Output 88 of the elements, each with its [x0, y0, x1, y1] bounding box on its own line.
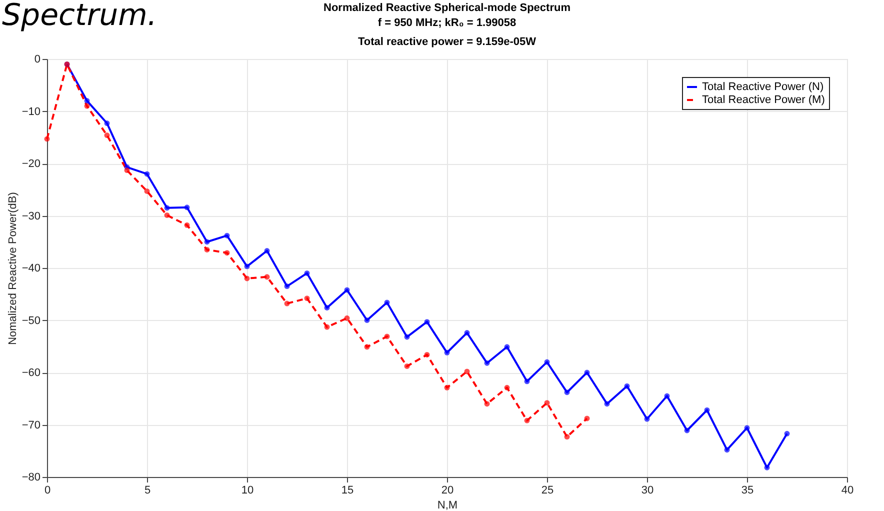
y-tick-label: −50 — [22, 314, 40, 327]
point — [84, 103, 90, 109]
y-tick-label: −70 — [22, 419, 40, 432]
point — [104, 120, 110, 126]
point — [484, 360, 490, 366]
point — [244, 276, 250, 282]
point — [284, 284, 290, 290]
x-tick-label: 15 — [341, 484, 354, 496]
point — [364, 318, 370, 323]
point — [684, 428, 690, 434]
point — [784, 430, 790, 436]
point — [224, 232, 230, 238]
point — [444, 384, 450, 390]
point — [244, 264, 250, 270]
point — [524, 418, 530, 424]
point — [764, 464, 770, 470]
point — [384, 334, 390, 340]
point — [164, 212, 170, 218]
point — [544, 400, 550, 406]
point — [184, 222, 190, 228]
point — [44, 136, 50, 142]
point — [464, 368, 470, 374]
x-tick-label: 35 — [741, 484, 754, 496]
point — [604, 401, 610, 407]
legend-label: Total Reactive Power (M) — [702, 94, 825, 106]
legend-label: Total Reactive Power (N) — [702, 81, 824, 93]
x-tick-label: 10 — [241, 484, 254, 496]
point — [584, 416, 590, 422]
y-tick-label: −80 — [22, 472, 40, 484]
point — [184, 204, 190, 210]
point — [724, 447, 730, 453]
point — [564, 390, 570, 396]
point — [584, 370, 590, 376]
point — [344, 315, 350, 321]
x-tick-label: 5 — [144, 484, 151, 496]
point — [544, 359, 550, 365]
point — [504, 384, 510, 390]
point — [84, 98, 90, 104]
point — [404, 334, 410, 340]
point — [744, 425, 750, 431]
point — [264, 274, 270, 280]
chart-title: Normalized Reactive Spherical-mode Spectrum — [324, 2, 571, 14]
x-tick-label: 40 — [841, 484, 854, 496]
text: Spectrum. — [2, 0, 157, 33]
x-tick-label: 0 — [44, 484, 51, 496]
x-tick-label: 25 — [541, 484, 554, 496]
point — [644, 416, 650, 422]
y-tick-label: −20 — [22, 158, 40, 170]
text: f = 950 MHz; kR₀ = 1.99058 — [378, 17, 516, 29]
point — [504, 344, 510, 350]
x-tick-label: 20 — [441, 484, 454, 496]
point — [204, 246, 210, 252]
point — [164, 205, 170, 211]
point — [324, 304, 330, 310]
point — [204, 239, 210, 245]
point — [444, 350, 450, 356]
y-tick-label: −30 — [22, 210, 40, 222]
point — [104, 132, 110, 138]
text: Total reactive power = 9.159e-05W — [358, 36, 536, 48]
point — [484, 401, 490, 407]
x-tick-label: 30 — [641, 484, 654, 496]
point — [464, 330, 470, 336]
point — [404, 363, 410, 369]
point — [264, 248, 270, 254]
point — [564, 434, 570, 440]
point — [624, 383, 630, 389]
x-axis-title: N,M — [437, 500, 458, 511]
point — [664, 393, 670, 399]
point — [704, 407, 710, 413]
point — [124, 168, 130, 174]
y-tick-label: 0 — [34, 54, 40, 66]
point — [144, 171, 150, 177]
y-tick-label: −40 — [22, 262, 40, 274]
point — [344, 287, 350, 293]
y-axis-title: Nomalized Reactive Power(dB) — [6, 192, 19, 345]
point — [384, 300, 390, 306]
y-tick-label: −10 — [22, 106, 40, 118]
point — [144, 188, 150, 194]
point — [304, 296, 310, 302]
point — [424, 319, 430, 325]
point — [524, 378, 530, 384]
point — [364, 344, 370, 350]
y-tick-label: −60 — [22, 367, 40, 379]
point — [224, 250, 230, 256]
point — [324, 324, 330, 330]
point — [304, 270, 310, 276]
point — [424, 352, 430, 358]
point — [284, 300, 290, 306]
